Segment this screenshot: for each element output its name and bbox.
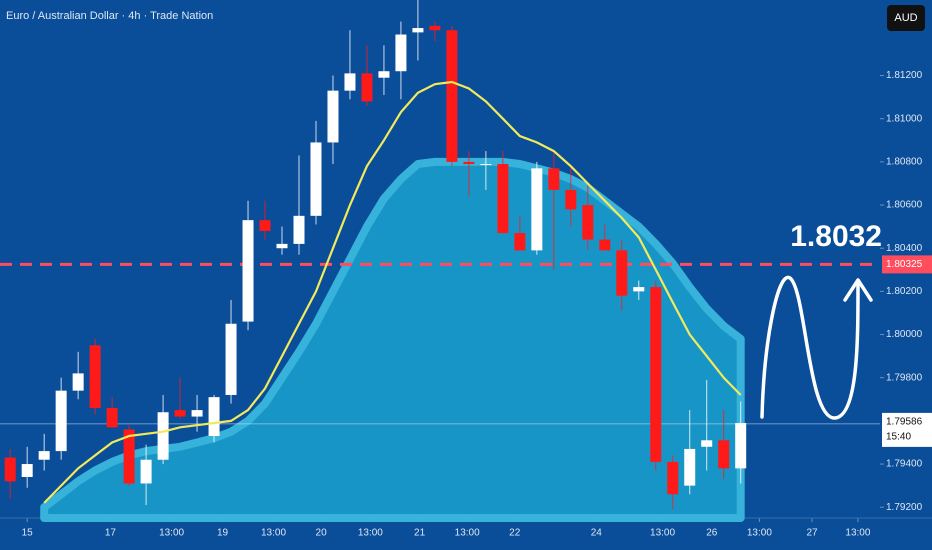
x-tick-label: 13:00 [358, 528, 383, 539]
cloud-area [40, 157, 745, 522]
candle-body [89, 345, 101, 408]
candle-body [242, 220, 254, 322]
y-tick-label: 1.80200 [886, 286, 923, 297]
level-badge [882, 255, 932, 274]
candle-body [55, 390, 67, 452]
x-tick-label: 13:00 [650, 528, 675, 539]
level-annotation: 1.8032 [790, 220, 882, 253]
y-tick-label: 1.80000 [886, 329, 923, 340]
y-tick-label: 1.81200 [886, 70, 923, 81]
candle-body [463, 161, 475, 165]
candle-body [718, 440, 730, 469]
candle-body [361, 73, 373, 102]
candle-body [327, 90, 339, 143]
candle-body [225, 323, 237, 395]
candle-body [735, 423, 747, 469]
y-tick-label: 1.80800 [886, 157, 923, 168]
moving-average [43, 80, 742, 504]
candle-body [582, 205, 594, 240]
last-price-badge [882, 412, 932, 447]
candle-body [4, 457, 16, 482]
candle-body [293, 215, 305, 244]
countdown-label: 15:40 [886, 432, 911, 443]
candle-body [514, 233, 526, 251]
y-tick-label: 1.80600 [886, 200, 923, 211]
x-tick-label: 13:00 [747, 528, 772, 539]
candle-body [259, 220, 271, 231]
candle-body [157, 412, 169, 460]
candle-body [633, 287, 645, 292]
candle-body [378, 71, 390, 78]
candle-body [208, 397, 220, 436]
y-tick-label: 1.79800 [886, 372, 923, 383]
candle-body [276, 243, 288, 249]
y-tick-label: 1.79400 [886, 459, 923, 470]
candle-body [344, 73, 356, 91]
x-tick-label: 15 [22, 528, 34, 539]
x-tick-label: 19 [217, 528, 229, 539]
x-tick-label: 13:00 [455, 528, 480, 539]
candle-body [140, 459, 152, 484]
x-tick-label: 13:00 [845, 528, 870, 539]
candle-body [429, 25, 441, 31]
y-tick-label: 1.80400 [886, 243, 923, 254]
candle-body [191, 410, 203, 417]
candle-body [497, 164, 509, 234]
candle-body [38, 451, 50, 460]
y-tick-label: 1.81000 [886, 113, 923, 124]
chart-title: Euro / Australian Dollar · 4h · Trade Na… [6, 10, 213, 22]
candle-body [565, 189, 577, 210]
x-tick-label: 20 [316, 528, 328, 539]
candle-body [106, 407, 118, 428]
x-tick-label: 27 [806, 528, 818, 539]
currency-button[interactable] [887, 5, 925, 31]
candle-body [684, 448, 696, 486]
candle-body [548, 168, 560, 190]
x-tick-label: 13:00 [159, 528, 184, 539]
x-tick-label: 24 [591, 528, 603, 539]
candle-body [446, 30, 458, 162]
candle-body [599, 239, 611, 251]
forecast-curve [760, 275, 860, 420]
level-label: 1.80325 [886, 259, 923, 270]
x-tick-label: 26 [706, 528, 718, 539]
candle-body [412, 28, 424, 33]
candle-body [667, 461, 679, 495]
candle-body [123, 429, 135, 484]
candle-body [480, 164, 492, 166]
candle-body [174, 410, 186, 417]
candle-body [21, 464, 33, 477]
candle-body [650, 287, 662, 462]
x-tick-label: 22 [509, 528, 521, 539]
candle-body [395, 34, 407, 72]
x-tick-label: 21 [414, 528, 426, 539]
candle-body [531, 168, 543, 251]
candle-body [701, 440, 713, 447]
x-tick-label: 13:00 [261, 528, 286, 539]
candle-body [310, 142, 322, 216]
forecast-arrowhead [843, 278, 873, 302]
currency-label[interactable]: AUD [894, 12, 917, 24]
x-tick-label: 17 [105, 528, 117, 539]
last-price-label: 1.79586 [886, 417, 923, 428]
candle-body [72, 373, 84, 391]
y-tick-label: 1.79200 [886, 502, 923, 513]
candle-body [616, 250, 628, 296]
